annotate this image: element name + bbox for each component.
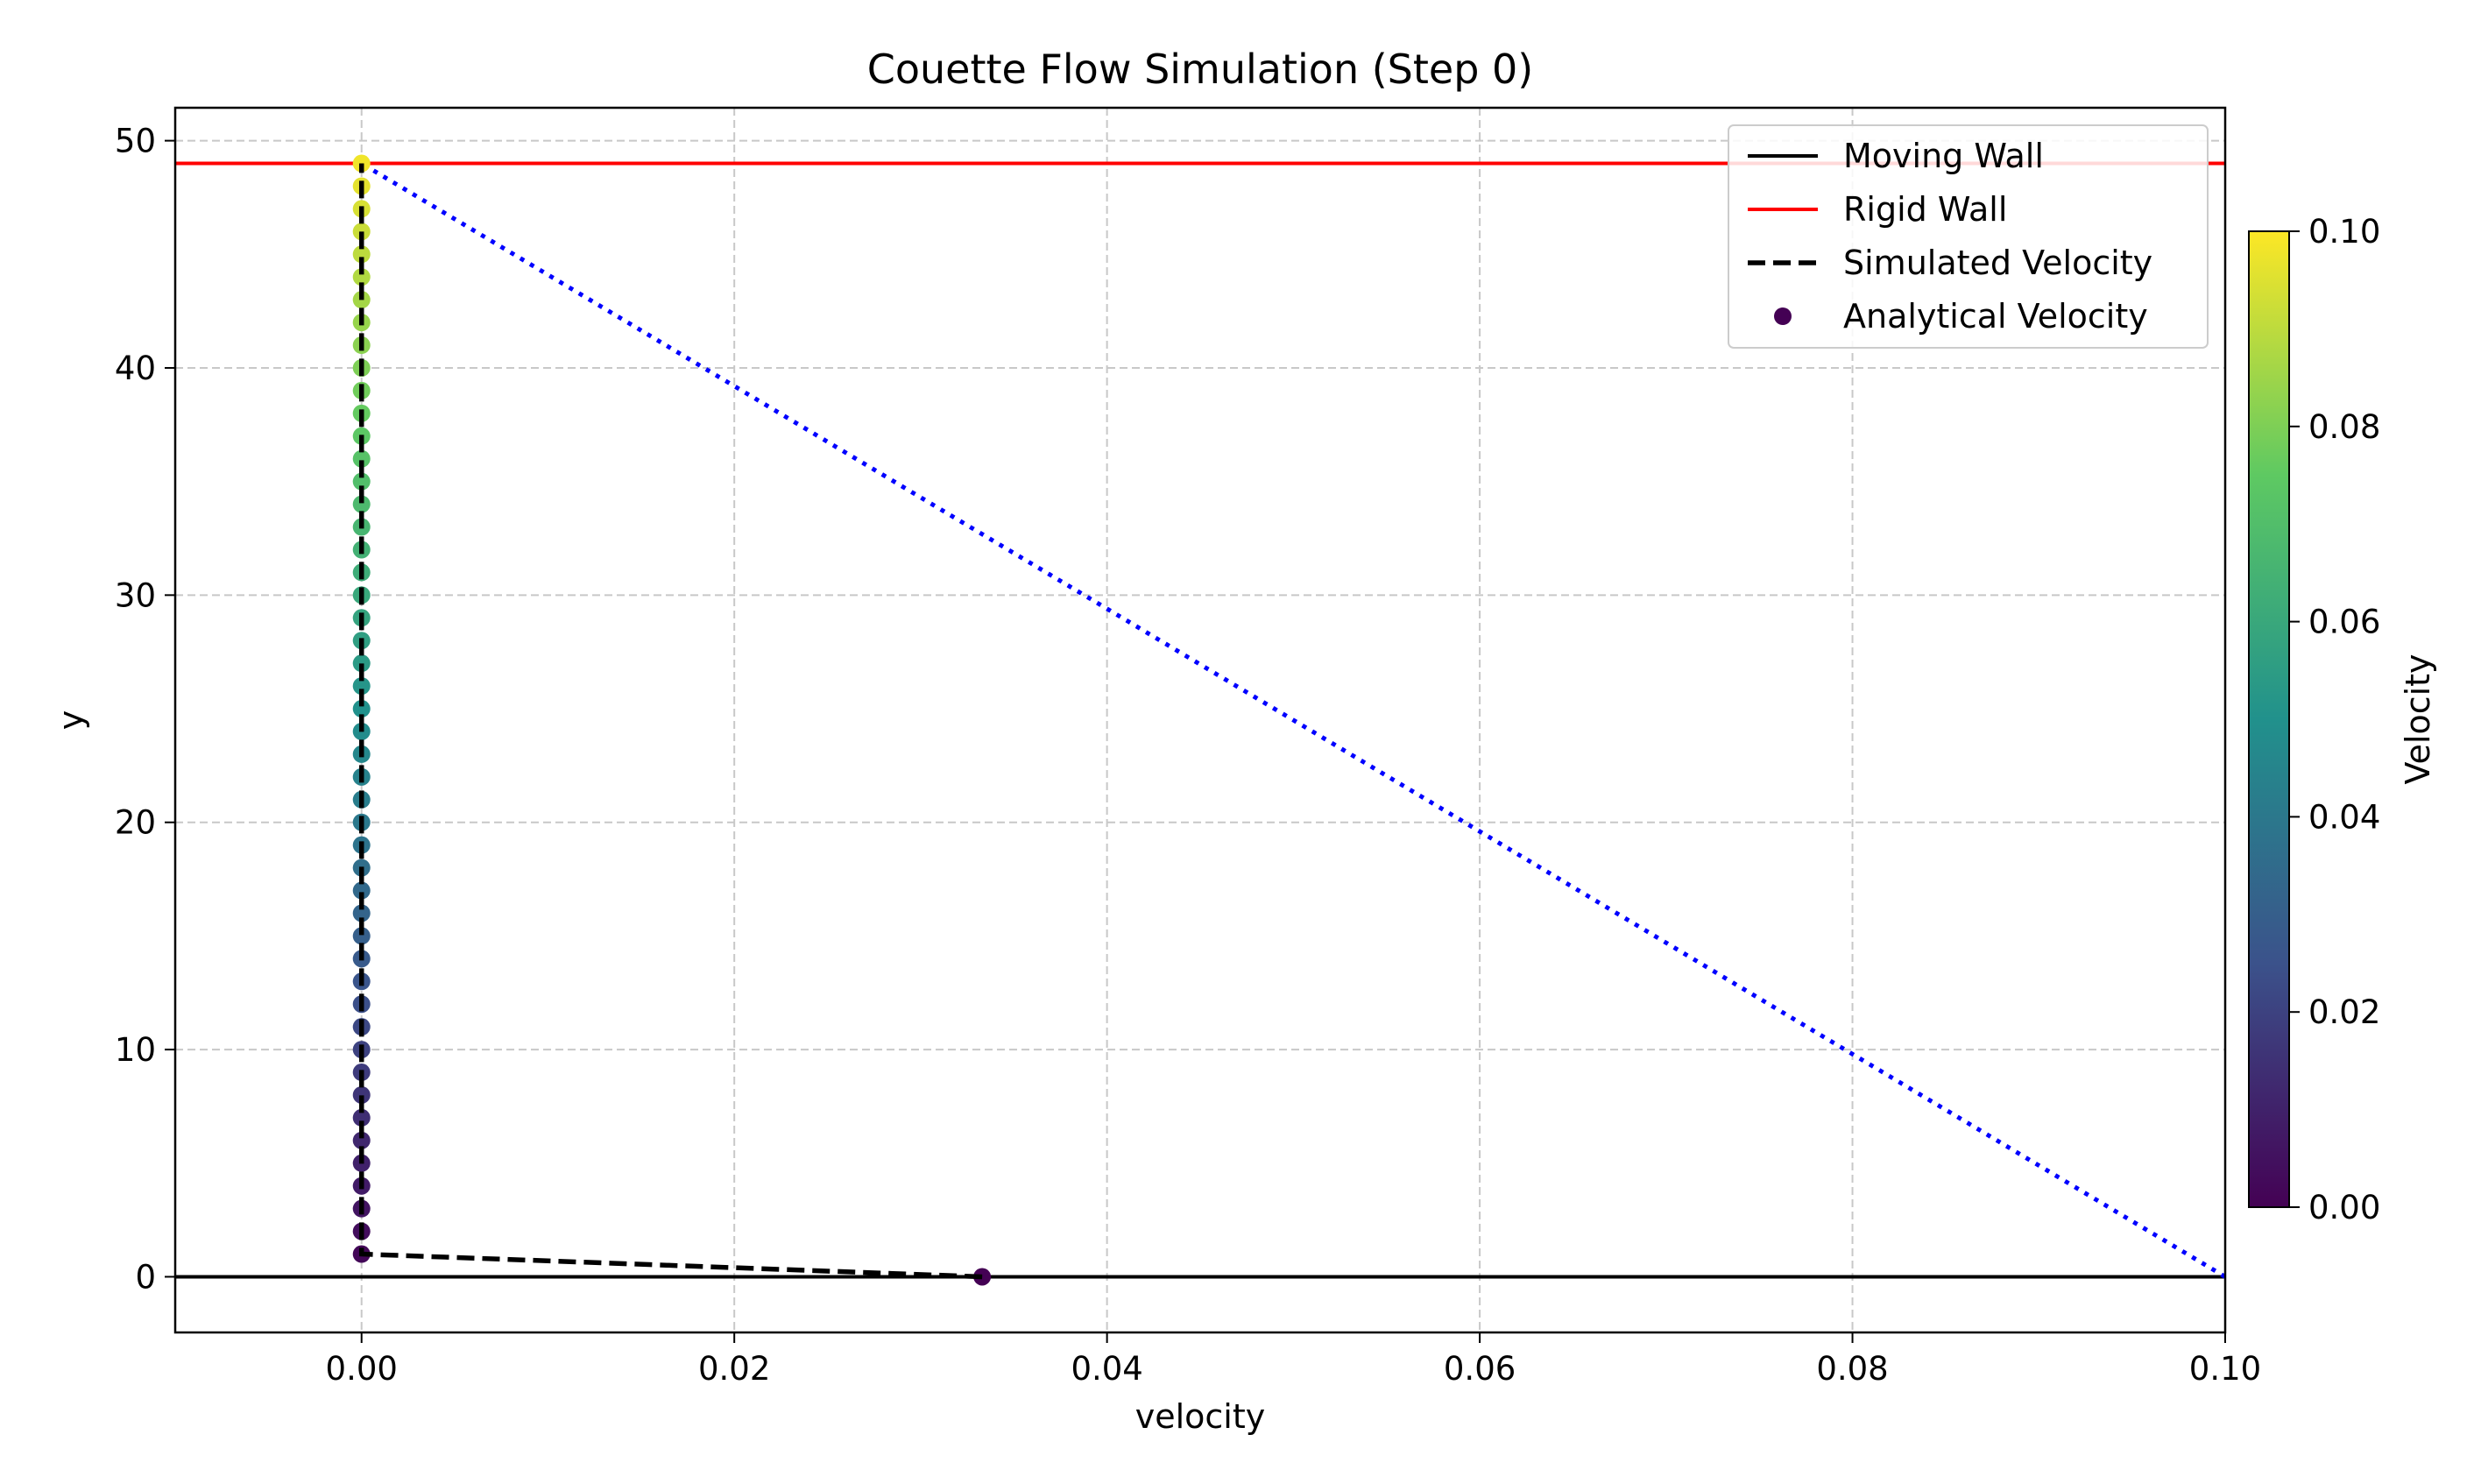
x-tick-label: 0.10 (2189, 1350, 2261, 1388)
analytical-velocity-point (352, 1131, 371, 1149)
analytical-velocity-point (352, 1085, 371, 1104)
y-tick-label: 30 (115, 576, 156, 614)
legend: Moving Wall Rigid Wall Simulated Velocity A… (1728, 124, 2209, 349)
x-tick-label: 0.00 (326, 1350, 398, 1388)
linear-profile-line (360, 161, 2225, 1279)
colorbar-ticks: 0.00 0.02 0.04 0.06 0.08 0.10 (2289, 213, 2380, 1226)
colorbar-tick-label: 0.10 (2308, 213, 2380, 251)
y-tick-label: 40 (115, 350, 156, 387)
colorbar-tick-label: 0.08 (2308, 408, 2380, 446)
y-axis: 0 10 20 30 40 50 (115, 123, 175, 1296)
x-tick-label: 0.08 (1816, 1350, 1888, 1388)
x-tick-label: 0.04 (1071, 1350, 1142, 1388)
analytical-velocity-point (352, 1108, 371, 1127)
analytical-velocity-point (352, 881, 371, 900)
x-axis: 0.00 0.02 0.04 0.06 0.08 0.10 (326, 1332, 2261, 1388)
analytical-velocity-point (352, 223, 371, 241)
y-tick-label: 10 (115, 1031, 156, 1069)
legend-label: Simulated Velocity (1843, 244, 2152, 282)
legend-label: Moving Wall (1843, 137, 2044, 175)
chart-title: Couette Flow Simulation (Step 0) (867, 46, 1534, 93)
legend-marker-analytical-velocity (1774, 307, 1792, 325)
legend-label: Rigid Wall (1843, 190, 2007, 229)
x-axis-label: velocity (1135, 1397, 1266, 1436)
analytical-velocity-point (352, 904, 371, 922)
legend-box (1728, 124, 2209, 349)
colorbar: 0.00 0.02 0.04 0.06 0.08 0.10 Velocity (2248, 213, 2437, 1226)
analytical-velocity-point (352, 654, 371, 673)
colorbar-tick-label: 0.04 (2308, 798, 2380, 836)
analytical-velocity-point (352, 472, 371, 491)
y-tick-label: 0 (135, 1258, 156, 1296)
colorbar-label: Velocity (2399, 654, 2437, 784)
analytical-velocity-point (352, 700, 371, 718)
y-tick-label: 20 (115, 804, 156, 842)
colorbar-tick-label: 0.00 (2308, 1189, 2380, 1226)
colorbar-gradient (2248, 230, 2290, 1208)
analytical-velocity-point (352, 927, 371, 945)
analytical-velocity-point (352, 449, 371, 468)
x-tick-label: 0.02 (698, 1350, 770, 1388)
colorbar-tick-label: 0.02 (2308, 993, 2380, 1031)
analytical-velocity-point (352, 495, 371, 513)
x-tick-label: 0.06 (1444, 1350, 1516, 1388)
y-axis-label: y (52, 710, 90, 731)
legend-label: Analytical Velocity (1843, 297, 2148, 336)
colorbar-tick-label: 0.06 (2308, 604, 2380, 641)
y-tick-label: 50 (115, 123, 156, 160)
analytical-velocity-point (352, 245, 371, 264)
analytical-velocity-point (352, 677, 371, 696)
plot-frame (173, 106, 2227, 1334)
simulated-velocity-line (358, 163, 983, 1280)
analytical-velocity-point (352, 268, 371, 286)
